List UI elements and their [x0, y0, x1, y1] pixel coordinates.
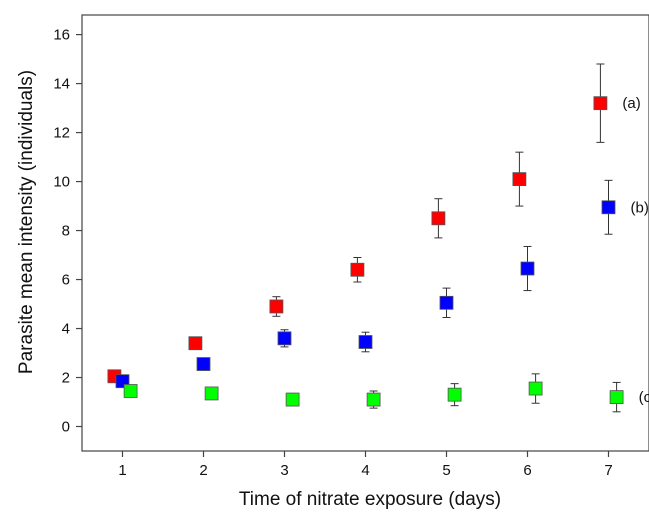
data-point: [196, 357, 211, 371]
data-point: [601, 200, 616, 215]
y-tick-label: 16: [53, 27, 70, 44]
y-tick-label: 10: [53, 174, 70, 191]
data-marks: [107, 63, 624, 413]
data-point: [609, 390, 624, 405]
series-2: [115, 179, 616, 389]
x-tick-label: 2: [199, 462, 207, 479]
data-point: [269, 299, 284, 314]
x-axis: 1 2 3 4 5 6 7: [118, 451, 613, 479]
y-tick-label: 6: [62, 272, 70, 289]
data-point: [123, 384, 138, 398]
x-tick-label: 6: [523, 462, 531, 479]
data-point: [512, 172, 527, 187]
series-3: [123, 373, 624, 413]
data-point: [439, 295, 454, 310]
y-tick-label: 4: [62, 321, 70, 338]
data-point: [593, 96, 608, 111]
data-point: [358, 335, 373, 349]
data-point: [204, 386, 219, 401]
plot-frame: [81, 14, 649, 452]
y-axis-label: Parasite mean intensity (individuals): [16, 70, 37, 374]
y-tick-label: 14: [53, 76, 70, 93]
x-tick-label: 3: [280, 462, 288, 479]
data-point: [520, 261, 535, 276]
x-tick-label: 1: [118, 462, 126, 479]
series-label: (b): [631, 199, 649, 216]
data-point: [285, 392, 300, 407]
data-point: [431, 211, 446, 226]
series-label: (c): [639, 389, 649, 406]
y-tick-label: 0: [62, 419, 70, 436]
y-tick-label: 12: [53, 125, 70, 142]
data-point: [447, 387, 462, 402]
data-point: [277, 331, 292, 346]
y-tick-label: 8: [62, 223, 70, 240]
x-tick-label: 7: [604, 462, 612, 479]
y-tick-label: 2: [62, 370, 70, 387]
data-point: [350, 262, 365, 277]
data-point: [366, 392, 381, 407]
x-tick-label: 5: [442, 462, 450, 479]
series-labels: (a) (b) (c): [622, 95, 649, 406]
x-axis-label: Time of nitrate exposure (days): [239, 489, 501, 510]
x-tick-label: 4: [361, 462, 369, 479]
data-point: [188, 336, 203, 351]
series-label: (a): [622, 95, 640, 112]
series-1: [107, 63, 608, 384]
data-point: [528, 381, 543, 396]
y-axis: 0 2 4 6 8 10 12 14 16: [53, 27, 82, 436]
